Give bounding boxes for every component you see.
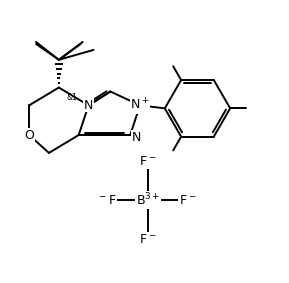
Text: F$^-$: F$^-$ (139, 155, 157, 168)
Text: F$^-$: F$^-$ (179, 194, 196, 207)
Text: O: O (24, 128, 34, 142)
Text: N: N (84, 99, 93, 112)
Text: &1: &1 (67, 93, 77, 102)
Text: $^-$F: $^-$F (97, 194, 116, 207)
Text: N: N (131, 130, 141, 143)
Text: F$^-$: F$^-$ (139, 233, 157, 246)
Text: B$^{3+}$: B$^{3+}$ (136, 192, 160, 209)
Text: N$^+$: N$^+$ (130, 98, 150, 113)
